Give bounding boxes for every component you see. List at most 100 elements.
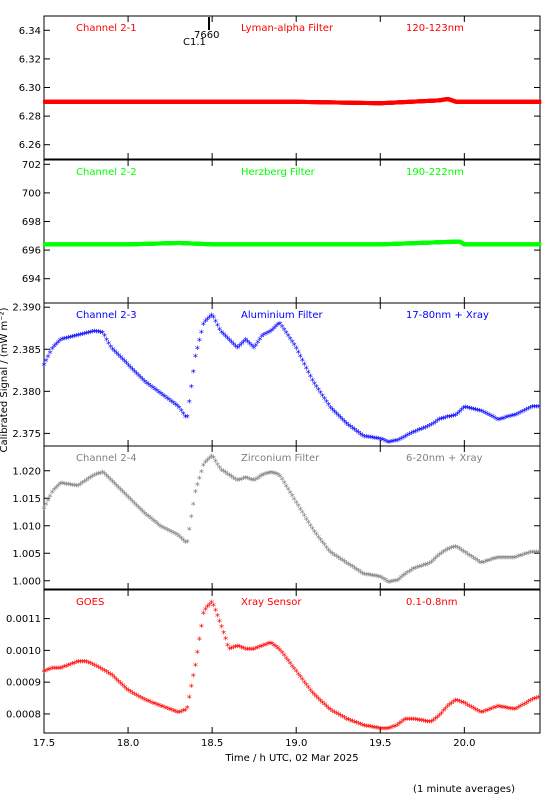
data-point: *: [393, 577, 398, 588]
data-point: [538, 99, 542, 104]
data-point: *: [395, 437, 400, 448]
data-point: *: [241, 338, 246, 349]
data-point: *: [195, 481, 200, 492]
data-point: *: [463, 403, 468, 414]
data-point: *: [68, 661, 73, 672]
data-point: *: [368, 434, 373, 445]
data-point: *: [477, 407, 482, 418]
data-point: *: [340, 416, 345, 427]
data-point: *: [179, 534, 184, 545]
data-point: *: [417, 426, 422, 437]
data-point: *: [278, 646, 283, 657]
data-point: *: [342, 418, 347, 429]
data-point: *: [447, 545, 452, 556]
data-point: *: [44, 357, 49, 368]
panel-5: 0.0008 0.0009 0.0010 0.0011 GOES Xray Sensor 0…: [6, 589, 541, 736]
data-point: *: [78, 658, 83, 669]
data-point: *: [205, 457, 210, 468]
y-tick-label: 696: [22, 246, 41, 257]
data-point: *: [459, 546, 464, 557]
data-point: *: [217, 464, 222, 475]
data-point: *: [171, 399, 176, 410]
data-point: *: [354, 719, 359, 730]
data-point: *: [50, 665, 55, 676]
y-tick-label: 1.010: [12, 521, 41, 532]
data-point: *: [169, 706, 174, 717]
data-point: *: [46, 666, 51, 677]
data-point: *: [324, 398, 329, 409]
data-point: *: [52, 486, 57, 497]
data-point: *: [122, 490, 127, 501]
panel-frame: [43, 589, 541, 734]
data-point: *: [217, 617, 222, 628]
data-point: *: [201, 609, 206, 620]
panel-label: Channel 2-3: [76, 310, 137, 321]
data-point: *: [350, 563, 355, 574]
data-point: *: [201, 320, 206, 331]
data-point: *: [508, 413, 513, 424]
data-point: *: [441, 414, 446, 425]
data-point: *: [243, 474, 248, 485]
data-point: *: [374, 435, 379, 446]
data-point: *: [502, 704, 507, 715]
data-point: *: [469, 553, 474, 564]
data-point: *: [116, 352, 121, 363]
data-point: *: [90, 473, 95, 484]
data-point: *: [407, 568, 412, 579]
x-tick-label: 19.0: [285, 738, 307, 749]
data-point: *: [346, 716, 351, 727]
data-point: *: [177, 709, 182, 720]
data-point: *: [370, 434, 375, 445]
data-point: *: [413, 716, 418, 727]
data-point: *: [233, 476, 238, 487]
data-point: *: [360, 570, 365, 581]
data-point: *: [485, 706, 490, 717]
data-point: *: [419, 562, 424, 573]
data-point: *: [469, 405, 474, 416]
data-point: *: [508, 554, 513, 565]
data-point: *: [364, 722, 369, 733]
data-point: *: [409, 715, 414, 726]
data-point: *: [497, 415, 502, 426]
data-point: *: [330, 550, 335, 561]
data-point: *: [487, 706, 492, 717]
data-point: *: [245, 475, 250, 486]
data-point: *: [417, 716, 422, 727]
data-point: *: [249, 342, 254, 353]
data-point: *: [144, 511, 149, 522]
data-point: *: [328, 404, 333, 415]
data-point: *: [421, 717, 426, 728]
data-point: *: [276, 320, 281, 331]
data-point: *: [120, 682, 125, 693]
data-point: *: [237, 476, 242, 487]
data-point: *: [284, 329, 289, 340]
data-point: *: [411, 715, 416, 726]
data-point: *: [175, 402, 180, 413]
x-axis: 17.5 18.0 18.5 19.0 19.5 20.0: [33, 738, 476, 749]
data-point: *: [197, 475, 202, 486]
data-point: *: [461, 548, 466, 559]
data-point: *: [532, 695, 537, 706]
data-point: *: [64, 480, 69, 491]
data-point: *: [334, 553, 339, 564]
panel-label: 190-222nm: [406, 167, 464, 178]
data-point: *: [64, 662, 69, 673]
data-point: *: [346, 561, 351, 572]
data-point: *: [209, 453, 214, 464]
data-point: *: [336, 412, 341, 423]
data-point: *: [142, 696, 147, 707]
data-point: *: [491, 704, 496, 715]
data-point: *: [441, 548, 446, 559]
data-point: *: [433, 418, 438, 429]
data-point: *: [524, 550, 529, 561]
data-point: *: [465, 550, 470, 561]
data-point: *: [423, 561, 428, 572]
data-point: *: [504, 704, 509, 715]
data-point: *: [94, 662, 99, 673]
panel-label: 120-123nm: [406, 23, 464, 34]
series-2: [43, 239, 542, 247]
data-point: *: [239, 475, 244, 486]
data-point: *: [286, 332, 291, 343]
data-point: *: [296, 502, 301, 513]
data-point: *: [72, 659, 77, 670]
